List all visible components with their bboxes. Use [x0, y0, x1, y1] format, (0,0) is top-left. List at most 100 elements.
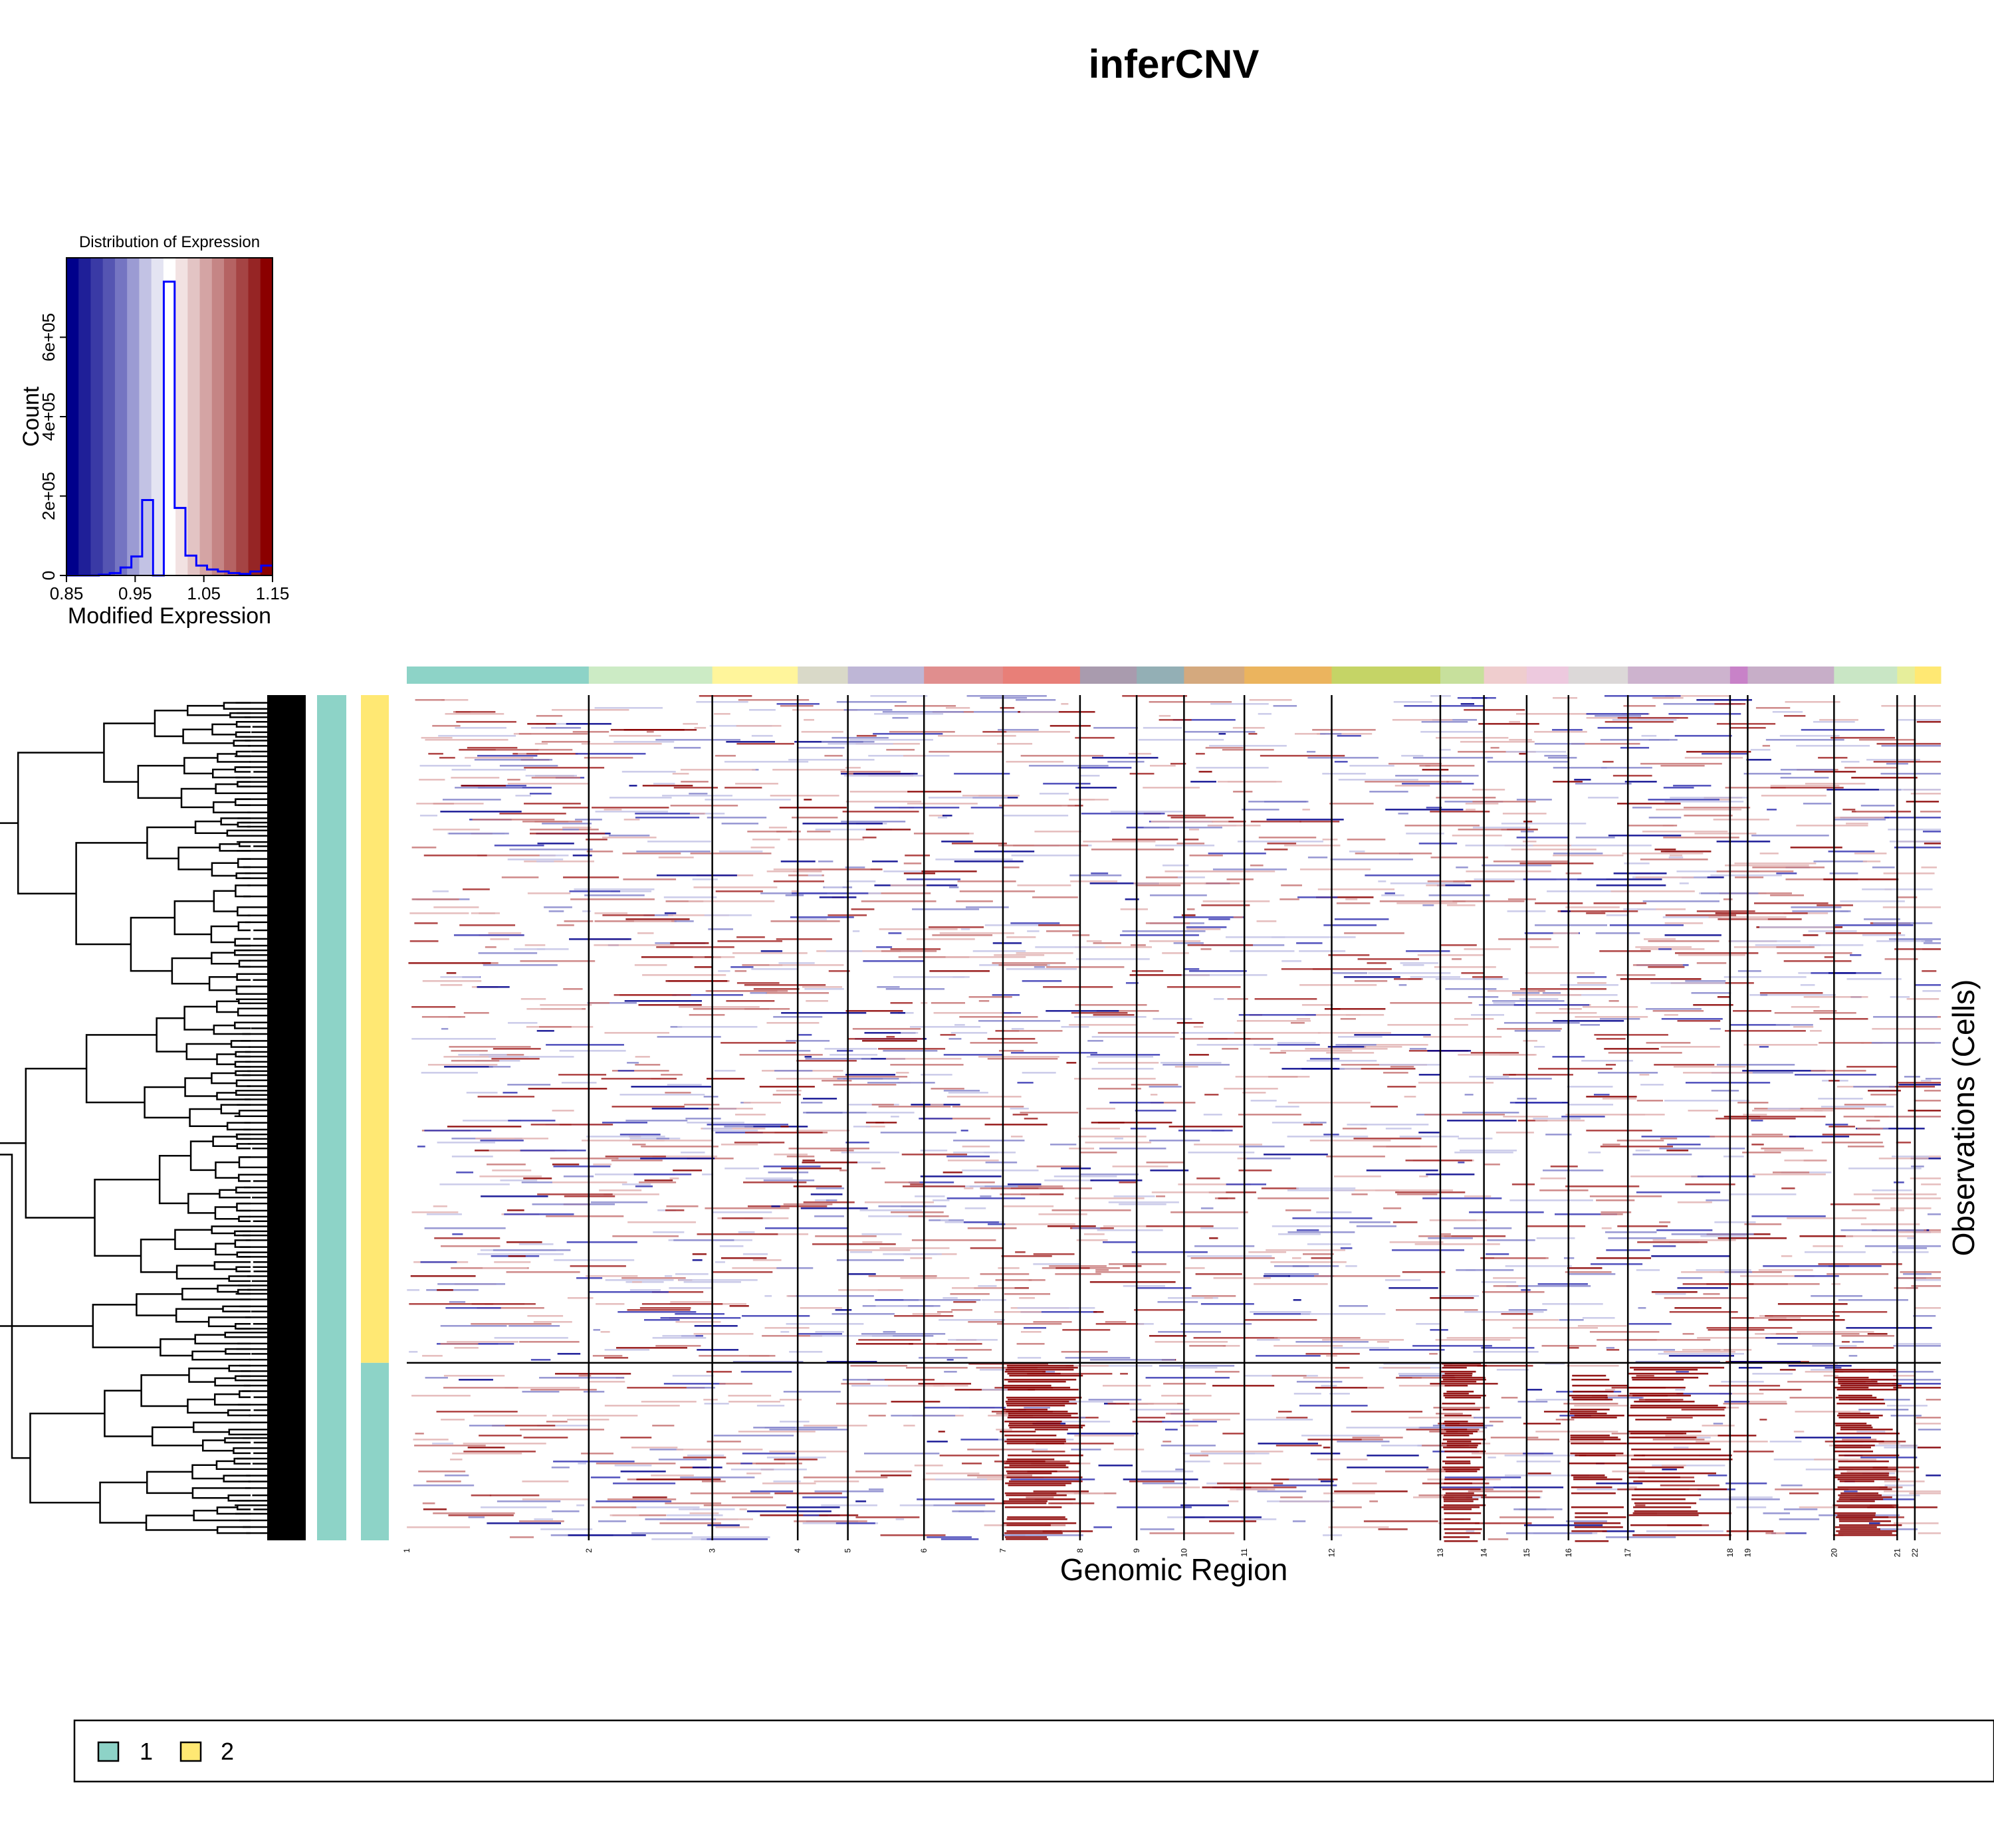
heatmap-streak: [662, 795, 732, 797]
heatmap-streak: [738, 1431, 816, 1433]
heatmap-streak: [793, 1185, 842, 1187]
heatmap-streak: [1102, 1241, 1137, 1243]
heatmap-streak: [1906, 998, 1939, 1000]
heatmap-streak: [802, 986, 842, 988]
heatmap-streak: [1628, 1386, 1686, 1389]
heatmap-streak: [711, 1271, 773, 1273]
heatmap-streak: [1386, 1146, 1438, 1148]
heatmap-streak: [1315, 1387, 1368, 1389]
heatmap-streak: [644, 1319, 680, 1321]
heatmap-streak: [1443, 1500, 1474, 1502]
heatmap-streak: [631, 1447, 678, 1449]
heatmap-streak: [1834, 1446, 1871, 1449]
heatmap-streak: [1588, 1152, 1601, 1154]
dendrogram-branch: [144, 1086, 190, 1119]
heatmap-streak: [1729, 940, 1801, 942]
heatmap-streak: [1129, 1403, 1178, 1405]
heatmap-streak: [1342, 1128, 1367, 1130]
heatmap-streak: [1163, 865, 1189, 867]
heatmap-streak: [1834, 1512, 1876, 1514]
heatmap-streak: [1425, 765, 1475, 767]
heatmap-streak: [1277, 1042, 1316, 1044]
heatmap-streak: [1571, 1416, 1617, 1419]
chromosome-band-8: [1079, 667, 1137, 684]
heatmap-streak: [1668, 857, 1684, 859]
histogram-band: [78, 258, 92, 575]
histogram-y-tick-label: 0: [39, 571, 58, 580]
heatmap-streak: [694, 727, 707, 729]
heatmap-streak: [1387, 1086, 1416, 1088]
heatmap-streak: [559, 1050, 626, 1052]
heatmap-streak: [1410, 976, 1460, 978]
heatmap-streak: [927, 1536, 972, 1538]
heatmap-streak: [1017, 1082, 1034, 1084]
heatmap-streak: [937, 1311, 952, 1313]
heatmap-streak: [1834, 1488, 1892, 1490]
dendrogram-branch: [208, 976, 237, 991]
heatmap-streak: [778, 962, 815, 964]
heatmap-streak: [1000, 1431, 1036, 1433]
heatmap-streak: [995, 1279, 1032, 1281]
heatmap-streak: [1903, 1273, 1932, 1275]
heatmap-streak: [852, 1028, 921, 1030]
heatmap-streak: [1588, 797, 1619, 799]
chromosome-band-18: [1729, 667, 1748, 684]
heatmap-streak: [1102, 1385, 1151, 1387]
heatmap-streak: [1464, 1311, 1544, 1313]
heatmap-streak: [1888, 1086, 1936, 1088]
heatmap-streak: [1717, 996, 1730, 998]
heatmap-streak: [1383, 1072, 1408, 1074]
heatmap-streak: [1674, 1307, 1721, 1309]
heatmap-streak: [788, 874, 824, 876]
histogram-band: [248, 258, 261, 575]
heatmap-streak: [744, 984, 826, 986]
heatmap-streak: [1442, 1402, 1476, 1405]
heatmap-streak: [742, 1453, 796, 1455]
heatmap-streak: [1811, 1070, 1866, 1072]
heatmap-streak: [582, 910, 592, 912]
heatmap-streak: [1716, 841, 1771, 843]
heatmap-streak: [1723, 976, 1807, 978]
heatmap-streak: [841, 821, 906, 823]
heatmap-streak: [1823, 878, 1899, 880]
heatmap-streak: [604, 1357, 629, 1359]
heatmap-streak: [1838, 1506, 1894, 1508]
heatmap-streak: [1264, 1273, 1319, 1275]
heatmap-streak: [450, 1459, 463, 1461]
heatmap-streak: [1834, 817, 1885, 819]
heatmap-streak: [1716, 871, 1794, 873]
heatmap-streak: [1444, 1494, 1487, 1496]
heatmap-streak: [1123, 1285, 1165, 1287]
heatmap-streak: [1275, 1417, 1287, 1419]
heatmap-streak: [1135, 884, 1181, 886]
heatmap-streak: [1018, 1185, 1063, 1187]
heatmap-streak: [1696, 1441, 1768, 1443]
heatmap-streak: [1442, 1460, 1471, 1463]
heatmap-streak: [1036, 1421, 1111, 1423]
heatmap-streak: [1248, 733, 1258, 735]
heatmap-streak: [924, 1407, 1006, 1409]
heatmap-streak: [1636, 1269, 1660, 1271]
heatmap-streak: [1048, 1502, 1095, 1504]
heatmap-streak: [758, 1050, 811, 1052]
heatmap-streak: [1743, 773, 1791, 775]
heatmap-streak: [1335, 1189, 1399, 1191]
heatmap-streak: [440, 984, 463, 986]
dendrogram-branch: [233, 740, 251, 747]
heatmap-streak: [602, 1122, 648, 1124]
heatmap-streak: [627, 1309, 691, 1311]
heatmap-streak: [1543, 1411, 1597, 1413]
heatmap-streak: [890, 1002, 913, 1004]
heatmap-streak: [1308, 1439, 1362, 1441]
heatmap-streak: [1555, 1419, 1575, 1421]
histogram-band: [102, 258, 116, 575]
heatmap-streak: [672, 994, 744, 996]
histogram-color-bands: [66, 258, 273, 575]
heatmap-streak: [1523, 1453, 1553, 1455]
heatmap-streak: [451, 777, 500, 779]
heatmap-streak: [1725, 787, 1786, 789]
heatmap-streak: [443, 1387, 518, 1389]
heatmap-streak: [1129, 1409, 1190, 1411]
heatmap-streak: [1685, 1183, 1735, 1185]
heatmap-streak: [1514, 1030, 1561, 1032]
